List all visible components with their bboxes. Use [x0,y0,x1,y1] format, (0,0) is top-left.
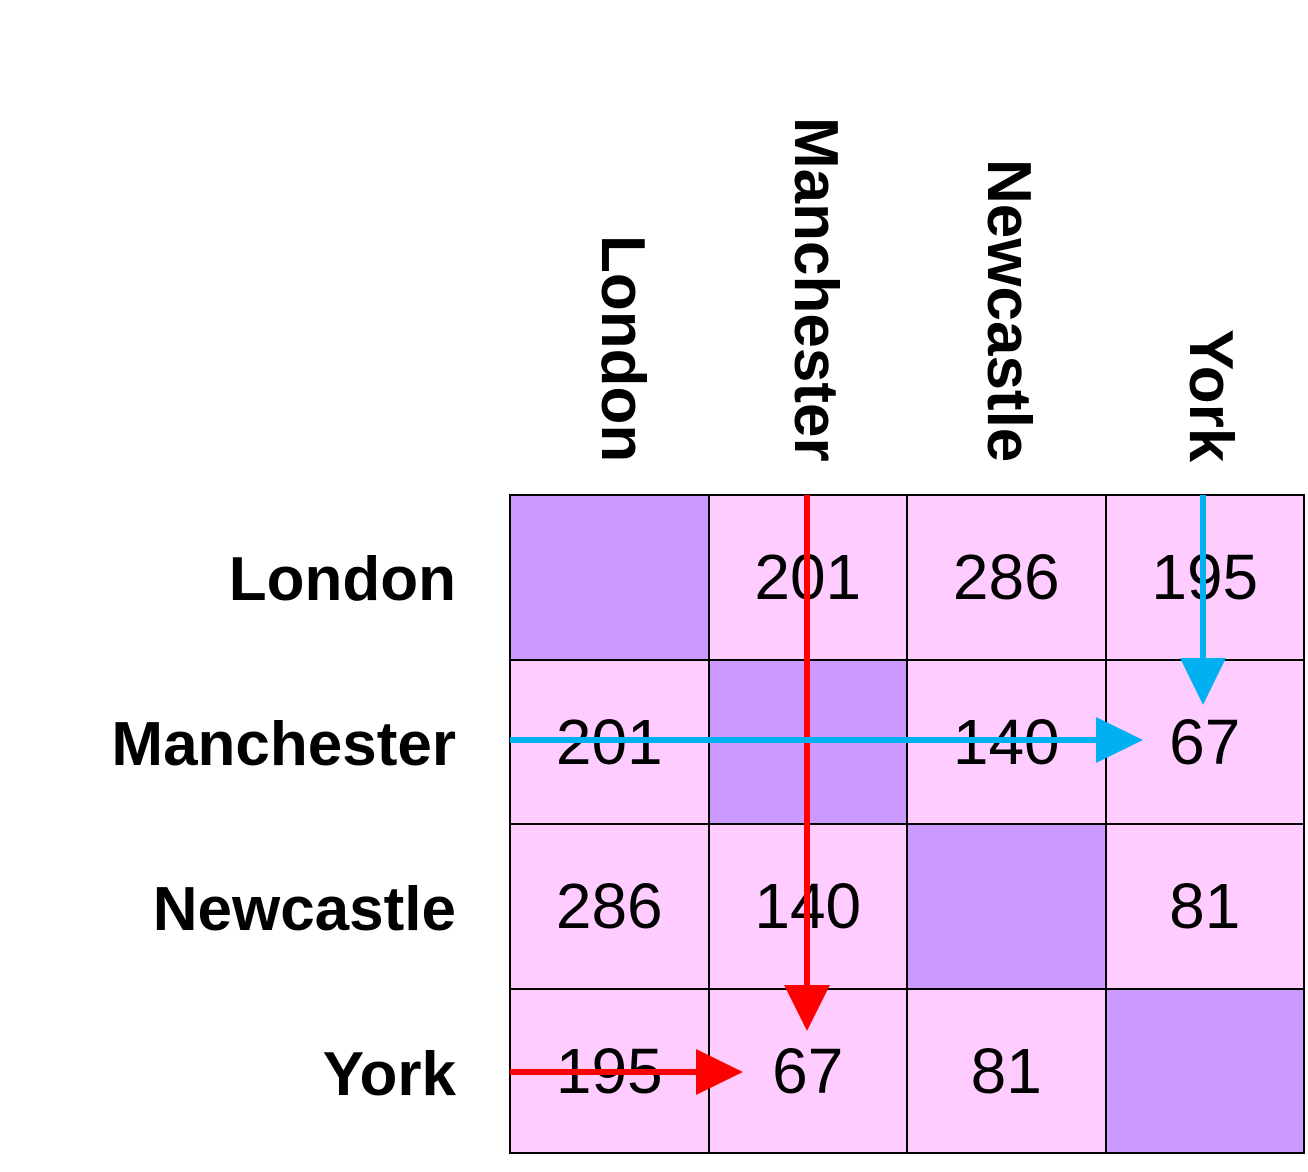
cell-newcastle-newcastle [907,824,1106,989]
cell-newcastle-london: 286 [510,824,709,989]
cell-york-newcastle: 81 [907,988,1106,1153]
cell-york-york [1105,988,1304,1153]
row-header-manchester: Manchester [111,710,456,779]
row-header-york: York [322,1040,456,1109]
column-header-london: London [587,0,657,462]
cell-london-london [510,495,709,660]
red-horizontal-arrow [510,1049,743,1095]
red-vertical-arrow [784,495,830,1031]
row-header-newcastle: Newcastle [152,875,456,944]
cell-newcastle-york: 81 [1105,824,1304,989]
column-header-newcastle: Newcastle [973,0,1043,462]
column-header-york: York [1175,0,1245,462]
column-label: Manchester [781,117,850,462]
column-label: London [588,234,657,462]
blue-horizontal-arrow [510,717,1143,763]
column-label: Newcastle [974,158,1043,462]
row-header-london: London [228,545,456,614]
blue-vertical-arrow [1180,495,1226,705]
column-label: York [1176,328,1245,462]
column-header-manchester: Manchester [780,0,850,462]
cell-london-newcastle: 286 [907,495,1106,660]
